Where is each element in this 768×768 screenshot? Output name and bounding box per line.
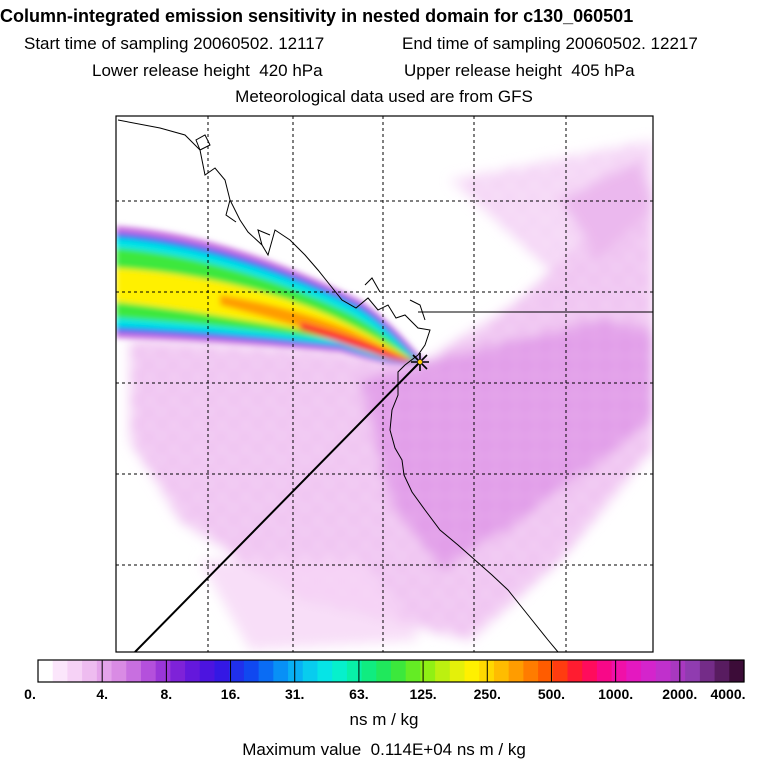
colorbar-frame [37, 659, 745, 683]
colorbar-swatch [243, 660, 260, 682]
colorbar-swatch [155, 660, 171, 682]
colorbar-swatch [714, 660, 730, 682]
colorbar-swatch [508, 660, 524, 682]
end-time: End time of sampling 20060502. 12217 [402, 34, 698, 53]
colorbar-swatch [140, 660, 157, 682]
colorbar-swatch [670, 660, 686, 682]
colorbar-tick-label: 0. [24, 686, 36, 702]
colorbar-tick-label: 500. [537, 686, 566, 702]
colorbar-swatch [435, 660, 451, 682]
colorbar-swatch [67, 660, 83, 682]
colorbar-swatch [523, 660, 539, 682]
colorbar-swatch [317, 660, 333, 682]
receptor-star-icon [411, 353, 429, 371]
colorbar-swatch [111, 660, 127, 682]
colorbar-swatch [493, 660, 510, 682]
colorbar-tick-label: 31. [284, 686, 305, 702]
colorbar-swatch [611, 660, 627, 682]
colorbar-swatch [199, 660, 216, 682]
colorbar-swatch [391, 660, 407, 682]
maximum-value: Maximum value 0.114E+04 ns m / kg [242, 740, 526, 759]
start-time: Start time of sampling 20060502. 12117 [24, 34, 325, 53]
colorbar-swatch [288, 660, 304, 682]
colorbar-swatch [552, 660, 569, 682]
colorbar-tick-label: 4000. [710, 686, 746, 702]
colorbar-swatch [258, 660, 274, 682]
colorbar-swatch [729, 660, 745, 682]
colorbar-swatch [449, 660, 466, 682]
colorbar-tick-label: 250. [473, 686, 501, 702]
met-data-source: Meteorological data used are from GFS [235, 87, 533, 106]
colorbar-tick-label: 1000. [598, 686, 634, 702]
colorbar-swatch [302, 660, 319, 682]
colorbar-swatch [582, 660, 598, 682]
colorbar-swatch [376, 660, 392, 682]
colorbar-swatch [464, 660, 480, 682]
field-layer [116, 116, 653, 652]
plot-title: Column-integrated emission sensitivity i… [0, 6, 634, 26]
colorbar-swatch [567, 660, 583, 682]
map-frame [115, 115, 654, 653]
colorbar-swatch [538, 660, 554, 682]
colorbar-swatch [405, 660, 422, 682]
colorbar-swatch [596, 660, 613, 682]
colorbar-swatch [96, 660, 113, 682]
colorbar-swatch [626, 660, 642, 682]
colorbar-tick-label: 125. [409, 686, 437, 702]
colorbar-swatch [214, 660, 230, 682]
colorbar-swatch [699, 660, 716, 682]
colorbar-tick-label: 8. [160, 686, 173, 702]
colorbar-swatch [170, 660, 186, 682]
colorbar-swatch [361, 660, 377, 682]
colorbar-tick-label: 4. [96, 686, 109, 702]
colorbar-tick-label: 16. [220, 686, 241, 702]
colorbar-tick-label: 63. [349, 686, 369, 702]
colorbar-swatch [420, 660, 436, 682]
colorbar-tick-label: 2000. [662, 686, 698, 702]
colorbar-swatch [38, 660, 54, 682]
colorbar-swatch [641, 660, 657, 682]
colorbar-swatch [126, 660, 142, 682]
colorbar [38, 660, 745, 682]
grid-lines [116, 116, 653, 652]
colorbar-swatch [332, 660, 348, 682]
colorbar-swatch [82, 660, 98, 682]
colorbar-swatch [346, 660, 363, 682]
colorbar-swatch [229, 660, 245, 682]
colorbar-units: ns m / kg [349, 710, 419, 729]
upper-release-height: Upper release height 405 hPa [404, 61, 635, 80]
colorbar-swatch [685, 660, 701, 682]
flight-track [134, 361, 421, 652]
colorbar-swatch [655, 660, 672, 682]
coastline [117, 119, 653, 652]
colorbar-swatch [52, 660, 69, 682]
colorbar-swatch [273, 660, 289, 682]
lower-release-height: Lower release height 420 hPa [92, 61, 323, 80]
colorbar-swatch [185, 660, 201, 682]
